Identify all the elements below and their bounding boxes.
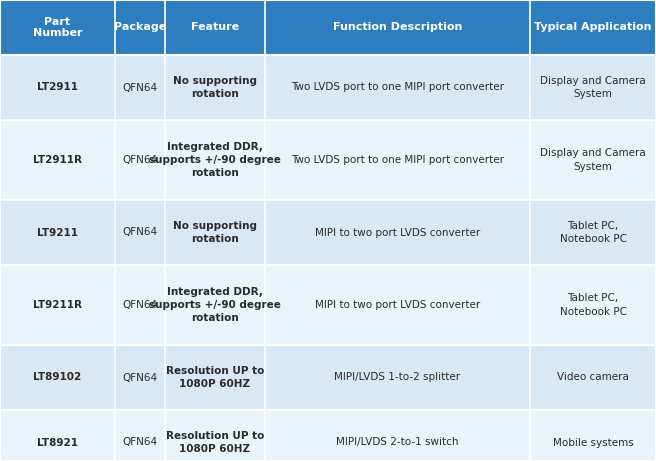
Text: Tablet PC,
Notebook PC: Tablet PC, Notebook PC [560,293,626,317]
Text: QFN64: QFN64 [123,83,157,93]
Text: LT8921: LT8921 [37,437,78,448]
Text: Tablet PC,
Notebook PC: Tablet PC, Notebook PC [560,221,626,244]
Text: MIPI to two port LVDS converter: MIPI to two port LVDS converter [315,227,480,237]
Text: Package: Package [114,23,166,32]
Text: Two LVDS port to one MIPI port converter: Two LVDS port to one MIPI port converter [291,83,504,93]
Text: MIPI/LVDS 2-to-1 switch: MIPI/LVDS 2-to-1 switch [337,437,459,448]
Text: QFN64: QFN64 [123,372,157,383]
Bar [0,345,656,410]
Text: QFN64: QFN64 [123,155,157,165]
Bar [0,200,656,265]
Text: Integrated DDR,
supports +/-90 degree
rotation: Integrated DDR, supports +/-90 degree ro… [149,287,281,323]
Text: LT9211: LT9211 [37,227,78,237]
Text: LT2911: LT2911 [37,83,78,93]
Text: LT2911R: LT2911R [33,155,82,165]
Text: LT9211R: LT9211R [33,300,82,310]
Text: QFN64: QFN64 [123,227,157,237]
Text: Display and Camera
System: Display and Camera System [540,148,646,171]
Text: No supporting
rotation: No supporting rotation [173,76,257,99]
Bar [0,265,656,345]
Text: QFN64: QFN64 [123,300,157,310]
Text: Display and Camera
System: Display and Camera System [540,76,646,99]
Text: Mobile systems: Mobile systems [552,437,634,448]
Text: MIPI to two port LVDS converter: MIPI to two port LVDS converter [315,300,480,310]
Text: Video camera: Video camera [557,372,629,383]
Bar [0,410,656,461]
Text: Resolution UP to
1080P 60HZ: Resolution UP to 1080P 60HZ [166,366,264,389]
Text: Function Description: Function Description [333,23,462,32]
Text: QFN64: QFN64 [123,437,157,448]
Text: LT89102: LT89102 [33,372,81,383]
Text: Feature: Feature [191,23,239,32]
Text: Two LVDS port to one MIPI port converter: Two LVDS port to one MIPI port converter [291,155,504,165]
Text: MIPI/LVDS 1-to-2 splitter: MIPI/LVDS 1-to-2 splitter [335,372,461,383]
Text: Resolution UP to
1080P 60HZ: Resolution UP to 1080P 60HZ [166,431,264,454]
Bar [0,120,656,200]
Bar [0,0,656,55]
Text: Typical Application: Typical Application [534,23,652,32]
Text: No supporting
rotation: No supporting rotation [173,221,257,244]
Text: Part
Number: Part Number [33,17,82,38]
Text: Integrated DDR,
supports +/-90 degree
rotation: Integrated DDR, supports +/-90 degree ro… [149,142,281,178]
Bar [0,55,656,120]
